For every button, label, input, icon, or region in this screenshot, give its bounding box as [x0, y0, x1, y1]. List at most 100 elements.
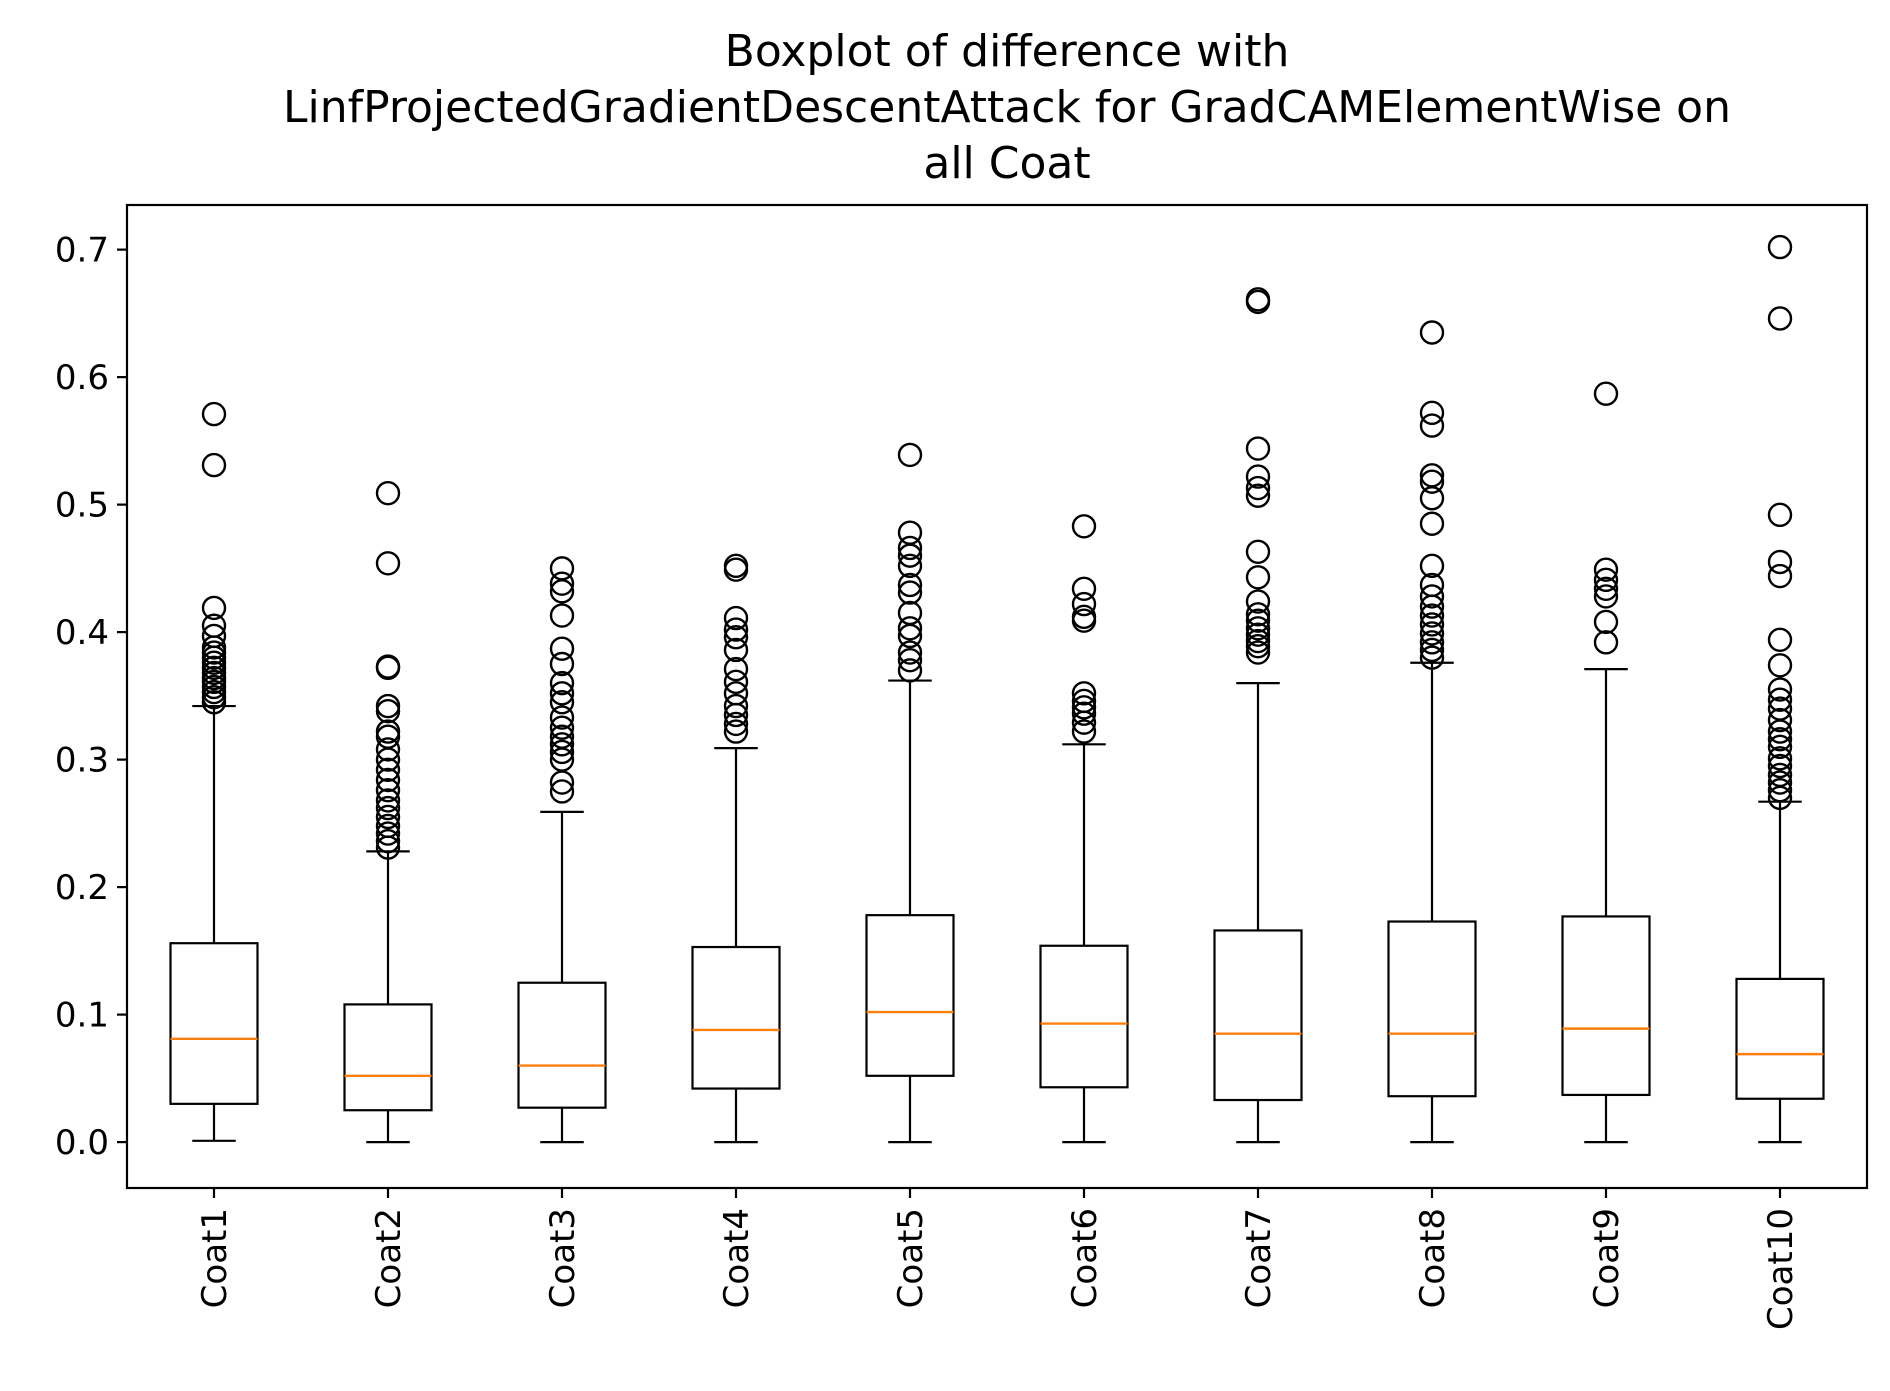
outlier-point — [1767, 653, 1793, 678]
outlier-point — [1071, 591, 1097, 617]
outlier-point — [1245, 464, 1271, 489]
x-tick-label: Coat7 — [1239, 1208, 1279, 1308]
outlier-point — [1071, 710, 1097, 735]
outlier-point — [549, 636, 575, 661]
y-tick-label: 0.4 — [55, 613, 109, 653]
outlier-point — [201, 401, 227, 427]
y-tick-label: 0.2 — [55, 868, 109, 908]
outlier-point — [723, 617, 749, 642]
outlier-point — [1419, 584, 1445, 609]
outlier-point — [1419, 469, 1445, 494]
iqr-box — [343, 1003, 433, 1112]
iqr-box — [691, 945, 781, 1090]
outlier-point — [723, 625, 749, 650]
y-tick-label: 0.3 — [55, 741, 109, 781]
plot-area-frame — [125, 203, 1869, 1190]
outlier-point — [375, 767, 401, 793]
outlier-point — [375, 795, 401, 821]
x-tick-label: Coat9 — [1587, 1208, 1627, 1308]
outlier-point — [549, 571, 575, 596]
chart-title-line-3: all Coat — [923, 138, 1090, 189]
outlier-point — [375, 788, 401, 813]
y-tick-label: 0.1 — [55, 996, 109, 1036]
y-tick-label: 0.6 — [55, 358, 109, 398]
x-axis: Coat1 Coat2 Coat3 Coat4 Coat5 Coat6 Coat7 Coat8… — [195, 1188, 1801, 1330]
x-tick-label: Coat3 — [543, 1208, 583, 1308]
outlier-point — [897, 442, 923, 468]
outlier-point — [375, 821, 401, 846]
outlier-point — [549, 770, 575, 795]
outlier-point — [1767, 687, 1793, 712]
outlier-point — [375, 829, 401, 854]
outlier-point — [1767, 707, 1793, 733]
iqr-box — [517, 981, 607, 1109]
box-group — [1561, 381, 1651, 1144]
outlier-point — [375, 480, 401, 506]
iqr-box — [1561, 915, 1651, 1097]
outlier-point — [1767, 502, 1793, 528]
outlier-point — [1245, 483, 1271, 508]
x-tick-label: Coat2 — [369, 1208, 409, 1308]
outlier-point — [549, 732, 575, 757]
outlier-point — [723, 669, 749, 695]
outlier-point — [897, 572, 923, 598]
outlier-point — [1245, 539, 1271, 564]
outlier-point — [549, 681, 575, 706]
outlier-point — [201, 452, 227, 478]
outlier-point — [1419, 511, 1445, 536]
outlier-point — [1767, 549, 1793, 575]
chart-title-line-2: LinfProjectedGradientDescentAttack for G… — [283, 82, 1731, 133]
outlier-point — [1767, 563, 1793, 589]
outlier-point — [1767, 746, 1793, 771]
outlier-point — [549, 651, 575, 677]
outlier-point — [1071, 514, 1097, 539]
outlier-point — [1593, 609, 1619, 635]
outlier-point — [375, 737, 401, 762]
outlier-point — [375, 778, 401, 803]
outlier-point — [1071, 695, 1097, 720]
outlier-point — [1767, 627, 1793, 652]
outlier-point — [1593, 567, 1619, 593]
outlier-point — [1245, 633, 1271, 659]
outlier-point — [1071, 608, 1097, 633]
outlier-point — [1419, 320, 1445, 345]
outlier-point — [1767, 734, 1793, 760]
outlier-point — [201, 690, 227, 715]
outlier-point — [723, 637, 749, 663]
outlier-point — [723, 702, 749, 728]
outlier-point — [897, 616, 923, 641]
outlier-point — [1419, 594, 1445, 619]
outlier-point — [1245, 616, 1271, 641]
outlier-point — [1071, 701, 1097, 726]
iqr-box — [865, 914, 955, 1077]
outlier-point — [897, 535, 923, 561]
outlier-point — [1419, 553, 1445, 579]
outlier-point — [1071, 576, 1097, 601]
outlier-point — [1593, 630, 1619, 655]
outlier-point — [549, 715, 575, 740]
iqr-box — [1387, 920, 1477, 1098]
box-group — [169, 401, 259, 1142]
box-group — [865, 442, 955, 1144]
x-tick-label: Coat8 — [1413, 1208, 1453, 1308]
outlier-point — [1419, 486, 1445, 511]
outlier-point — [1419, 645, 1445, 670]
outlier-point — [1593, 381, 1619, 406]
outlier-point — [897, 553, 923, 579]
x-tick-label: Coat6 — [1065, 1208, 1105, 1308]
outlier-point — [549, 739, 575, 765]
x-tick-label: Coat5 — [891, 1208, 931, 1308]
iqr-box — [169, 942, 259, 1105]
outlier-point — [549, 670, 575, 696]
outlier-point — [1245, 640, 1271, 665]
box-group — [1213, 287, 1303, 1144]
outlier-point — [897, 580, 923, 605]
outlier-point — [201, 595, 227, 621]
outlier-point — [375, 698, 401, 724]
box-group — [517, 556, 607, 1144]
outlier-point — [549, 579, 575, 604]
outlier-point — [897, 647, 923, 673]
box-group — [1735, 234, 1825, 1144]
